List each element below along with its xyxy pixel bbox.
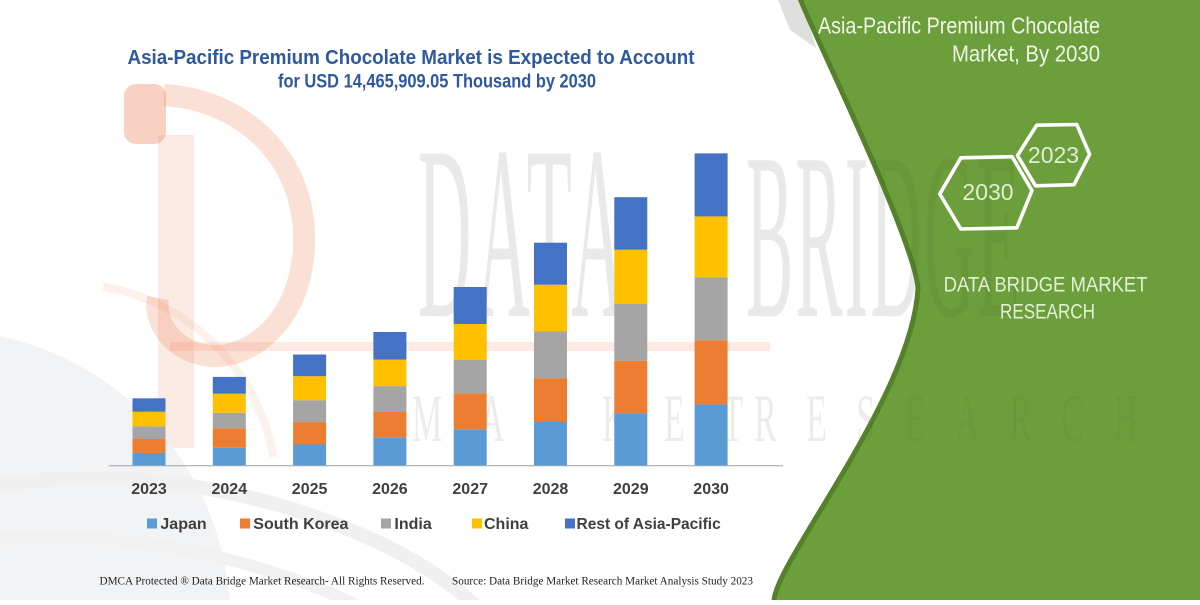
svg-text:Market, By 2030: Market, By 2030: [952, 41, 1100, 67]
svg-text:India: India: [394, 516, 431, 533]
svg-text:2027: 2027: [452, 481, 488, 498]
svg-text:2025: 2025: [292, 481, 328, 498]
svg-text:Source: Data Bridge Market Res: Source: Data Bridge Market Research Mark…: [452, 574, 753, 588]
svg-text:2024: 2024: [212, 481, 248, 498]
svg-text:2030: 2030: [962, 179, 1013, 205]
svg-text:Japan: Japan: [160, 516, 206, 533]
svg-text:Asia-Pacific Premium Chocolate: Asia-Pacific Premium Chocolate Market is…: [128, 46, 695, 69]
svg-text:DATA BRIDGE MARKET: DATA BRIDGE MARKET: [944, 273, 1148, 297]
svg-text:2023: 2023: [131, 481, 167, 498]
svg-text:2023: 2023: [1028, 142, 1079, 168]
svg-text:2029: 2029: [613, 481, 649, 498]
svg-text:2030: 2030: [693, 481, 729, 498]
svg-text:Asia-Pacific Premium Chocolate: Asia-Pacific Premium Chocolate: [818, 13, 1100, 39]
svg-text:DMCA Protected ® Data Bridge M: DMCA Protected ® Data Bridge Market Rese…: [100, 574, 425, 588]
svg-text:2026: 2026: [372, 481, 408, 498]
svg-text:South Korea: South Korea: [253, 516, 348, 533]
svg-text:DATA: DATA: [418, 95, 629, 370]
svg-text:Rest of Asia-Pacific: Rest of Asia-Pacific: [577, 516, 721, 533]
svg-text:China: China: [484, 516, 529, 533]
svg-text:2028: 2028: [533, 481, 569, 498]
svg-text:for USD 14,465,909.05 Thousand: for USD 14,465,909.05 Thousand by 2030: [278, 71, 596, 93]
svg-text:RESEARCH: RESEARCH: [1000, 300, 1095, 324]
